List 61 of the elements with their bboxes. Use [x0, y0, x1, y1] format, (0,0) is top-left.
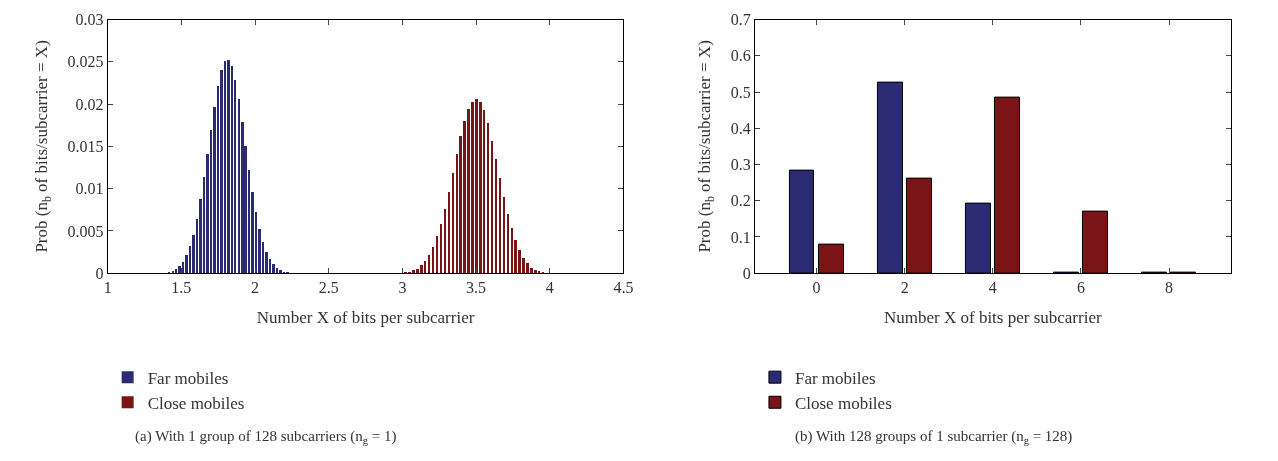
bar: [525, 262, 529, 274]
x-tick-label: 1.5: [171, 279, 192, 297]
legend-label: Far mobiles: [794, 368, 876, 388]
y-tick-label: 0.02: [75, 95, 104, 113]
bar: [443, 208, 446, 274]
bar: [490, 140, 493, 274]
bar: [431, 246, 434, 274]
x-tick-label: 2: [900, 279, 909, 297]
bar: [223, 60, 226, 274]
x-tick-label: 0: [812, 279, 821, 297]
x-tick-label: 3.5: [466, 279, 487, 297]
y-tick-label: 0.015: [67, 138, 104, 156]
bar: [419, 264, 423, 274]
x-tick-label: 4: [988, 279, 997, 297]
y-tick-label: 0.1: [730, 228, 751, 246]
y-tick-label: 0.6: [730, 47, 751, 65]
y-tick-label: 0.5: [730, 83, 751, 101]
bar: [494, 158, 497, 274]
bar: [478, 101, 482, 274]
bar: [275, 267, 278, 274]
bar: [447, 191, 450, 274]
bar: [486, 122, 489, 274]
y-tick-label: 0.2: [730, 192, 751, 210]
bar: [423, 260, 426, 274]
y-tick-label: 0.025: [67, 53, 104, 71]
x-tick-label: 4.5: [613, 279, 634, 297]
x-tick-label: 8: [1165, 279, 1174, 297]
bar: [226, 59, 230, 274]
text: (b) With 128 groups of 1 subcarrier (n$_{g}$ = 128): [795, 428, 1073, 447]
y-tick-label: 0.7: [730, 11, 751, 29]
bar: [271, 263, 275, 274]
x-tick-label: 2: [251, 279, 260, 297]
x-tick-label: 1: [103, 279, 112, 297]
y-tick-label: 0.4: [730, 119, 751, 137]
bar: [427, 254, 430, 274]
y-tick-label: 0.005: [67, 222, 104, 240]
x-axis-title: Number X of bits per subcarrier: [256, 307, 475, 327]
bar: [498, 177, 501, 274]
bar: [506, 213, 509, 274]
bar: [435, 235, 438, 274]
x-tick-label: 6: [1076, 279, 1085, 297]
x-tick-label: 2.5: [318, 279, 339, 297]
x-axis-title: Number X of bits per subcarrier: [884, 307, 1102, 327]
bar: [439, 223, 442, 274]
bar: [177, 265, 181, 274]
y-tick-label: 0: [742, 264, 751, 282]
x-tick-label: 4: [545, 279, 554, 297]
text: (a) With 1 group of 128 subcarriers (n$_{g}$ = 1): [135, 428, 397, 447]
legend-label: Far mobiles: [147, 368, 229, 388]
bar: [237, 98, 240, 274]
bar: [470, 101, 474, 274]
y-tick-label: 0: [95, 264, 104, 282]
bar: [502, 196, 505, 274]
x-tick-label: 3: [398, 279, 407, 297]
y-tick-label: 0.01: [75, 180, 104, 198]
legend-label: Close mobiles: [147, 393, 245, 413]
bar: [451, 172, 454, 274]
y-tick-label: 0.03: [75, 11, 104, 29]
bar: [474, 98, 478, 274]
y-tick-label: 0.3: [730, 156, 751, 174]
legend-label: Close mobiles: [794, 393, 892, 413]
